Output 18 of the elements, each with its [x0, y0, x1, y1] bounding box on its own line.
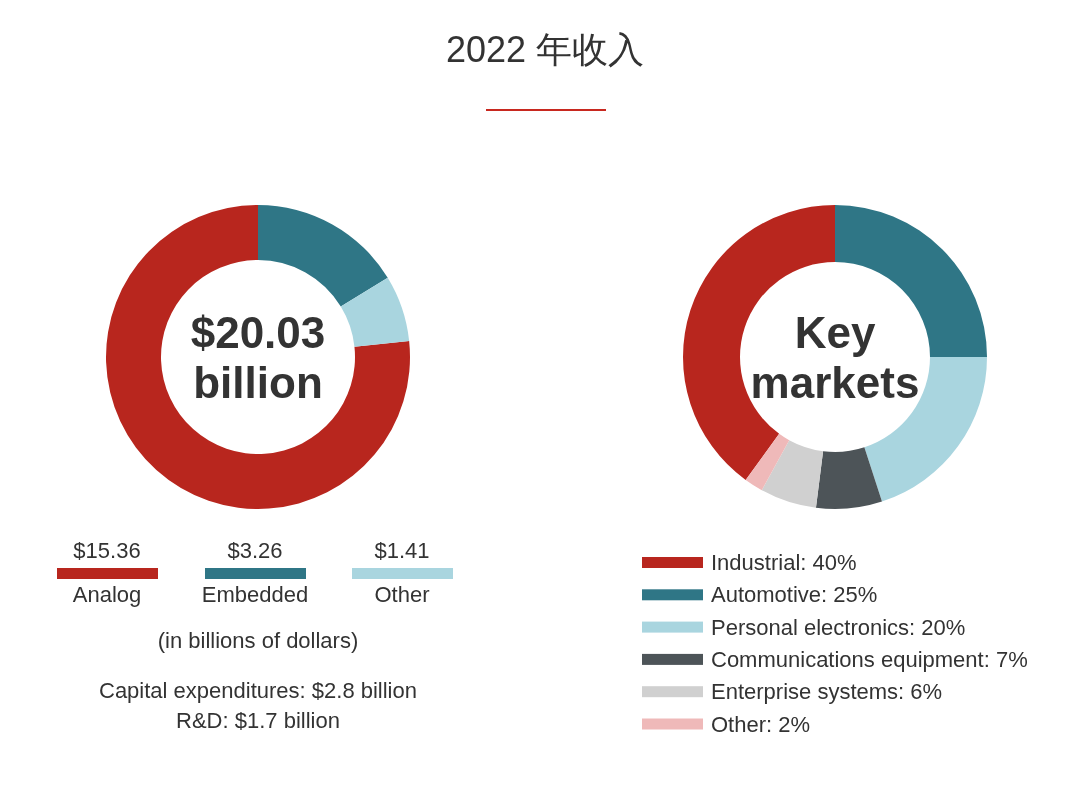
legend-label: Other: 2%	[711, 711, 811, 737]
text: 2022 年收入	[445, 29, 645, 70]
legend-label: Automotive: 25%	[711, 582, 878, 608]
data-label: $1.41	[374, 538, 430, 563]
text: Capital expenditures: $2.8 billion	[99, 678, 417, 703]
legend-label: Industrial: 40%	[711, 550, 857, 575]
legend-label: Enterprise systems: 6%	[711, 679, 943, 705]
data-label: $3.26	[227, 538, 283, 563]
legend-label: Other	[374, 582, 430, 607]
legend-label: Personal electronics: 20%	[711, 614, 966, 640]
legend-label: Communications equipment: 7%	[711, 646, 1028, 672]
text: (in billions of dollars)	[157, 628, 359, 653]
text: $20.03 billion	[190, 308, 326, 407]
text: Key markets	[750, 308, 920, 407]
text: R&D: $1.7 billion	[176, 708, 340, 733]
legend-label: Analog	[72, 582, 142, 607]
legend-label: Embedded	[201, 582, 309, 607]
data-label: $15.36	[73, 538, 141, 563]
